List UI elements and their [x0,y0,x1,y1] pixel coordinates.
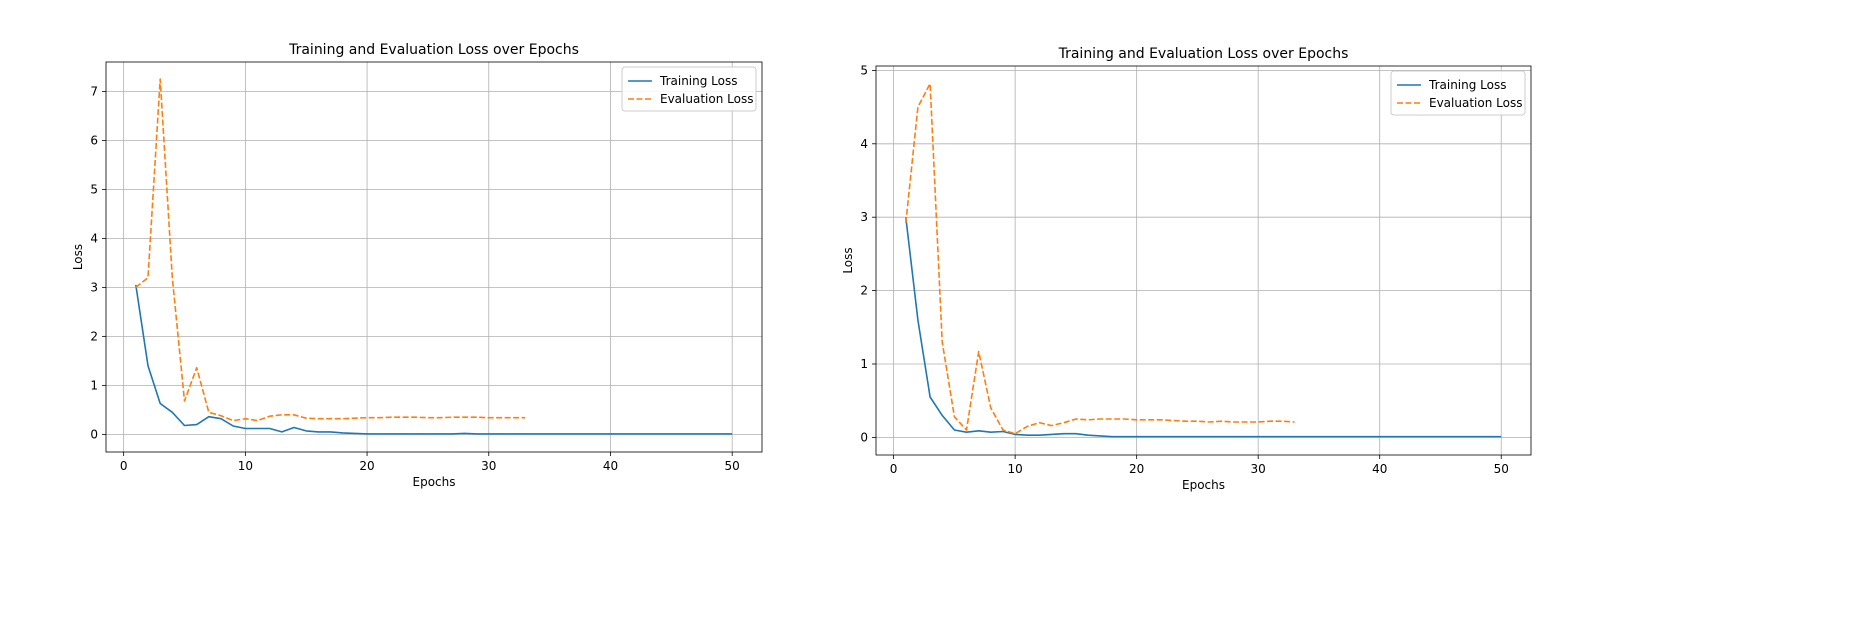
x-axis-label: Epochs [1182,478,1225,492]
legend-label-training: Training Loss [659,74,737,88]
x-tick-label: 10 [1008,462,1023,476]
legend-label-training: Training Loss [1428,78,1506,92]
legend-box [1390,70,1526,116]
y-tick-label: 2 [90,329,98,343]
y-tick-label: 7 [90,84,98,98]
x-tick-label: 20 [359,459,374,473]
y-axis-ticks: 0 1 2 3 4 5 [860,63,876,444]
y-tick-label: 1 [860,357,868,371]
training-loss-line [905,217,1502,438]
x-tick-label: 0 [890,462,898,476]
x-tick-label: 30 [481,459,496,473]
y-tick-label: 0 [90,427,98,441]
x-tick-label: 0 [120,459,128,473]
series-lines [135,78,733,435]
y-tick-label: 3 [860,210,868,224]
training-loss-line [135,284,733,435]
y-tick-label: 5 [90,182,98,196]
x-tick-label: 10 [238,459,253,473]
legend-label-evaluation: Evaluation Loss [1429,96,1522,110]
y-axis-ticks: 0 1 2 3 4 5 6 7 [90,84,106,441]
evaluation-loss-line [135,78,526,422]
y-tick-label: 5 [860,63,868,77]
y-tick-label: 0 [860,430,868,444]
axes-frame [875,65,1532,456]
y-axis-label: Loss [841,247,855,273]
legend: Training Loss Evaluation Loss [1390,70,1526,116]
x-tick-label: 40 [1372,462,1387,476]
x-axis-label: Epochs [413,475,456,489]
x-axis-ticks: 0 10 20 30 40 50 [890,455,1509,476]
legend-label-evaluation: Evaluation Loss [660,92,753,106]
x-tick-label: 20 [1129,462,1144,476]
y-tick-label: 3 [90,280,98,294]
axes-frame [105,61,763,453]
y-axis-label: Loss [71,244,85,270]
loss-chart-2: 0 10 20 30 40 50 0 1 2 3 4 5 Training and Evaluati… [841,46,1532,492]
series-lines [905,82,1502,438]
chart-title: Training and Evaluation Loss over Epochs [1058,46,1349,62]
y-tick-label: 2 [860,284,868,298]
x-tick-label: 30 [1251,462,1266,476]
grid [106,62,762,452]
plot-area [106,62,762,452]
plot-area [876,66,1531,455]
y-tick-label: 4 [90,231,98,245]
x-axis-ticks: 0 10 20 30 40 50 [120,452,740,473]
x-tick-label: 50 [725,459,740,473]
x-tick-label: 50 [1494,462,1509,476]
legend: Training Loss Evaluation Loss [621,66,757,112]
y-tick-label: 1 [90,378,98,392]
chart-title: Training and Evaluation Loss over Epochs [288,42,579,58]
x-tick-label: 40 [603,459,618,473]
y-tick-label: 4 [860,137,868,151]
y-tick-label: 6 [90,133,98,147]
loss-chart-1: 0 10 20 30 40 50 0 1 2 3 4 5 6 7 Training and Evalua… [71,42,763,489]
legend-box [621,66,757,112]
evaluation-loss-line [905,82,1295,435]
